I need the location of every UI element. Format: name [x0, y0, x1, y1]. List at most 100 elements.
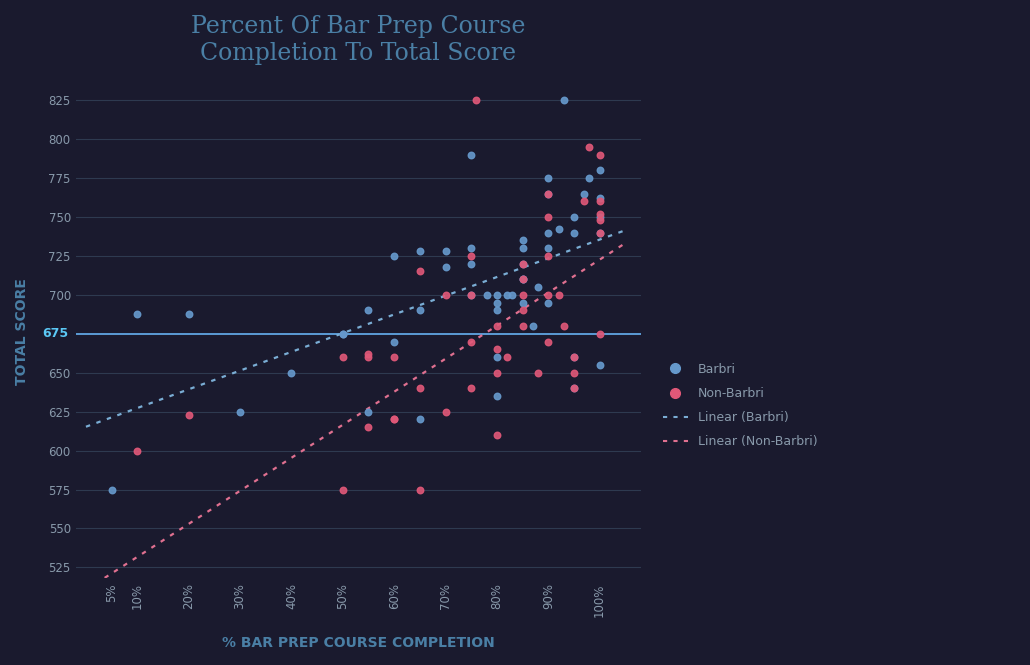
Point — [283, 368, 300, 378]
Point — [412, 305, 428, 316]
Point — [565, 368, 582, 378]
Point — [540, 188, 556, 199]
Point — [565, 211, 582, 222]
Point — [591, 209, 608, 219]
Point — [591, 196, 608, 207]
Point — [565, 352, 582, 362]
Point — [412, 484, 428, 495]
Point — [360, 422, 377, 432]
Point — [438, 406, 454, 417]
Point — [478, 289, 494, 300]
Point — [591, 360, 608, 370]
Point — [529, 368, 546, 378]
Point — [386, 251, 403, 261]
Point — [360, 305, 377, 316]
Point — [581, 142, 597, 152]
Point — [555, 95, 572, 106]
Point — [488, 344, 505, 354]
Point — [591, 227, 608, 238]
Point — [462, 383, 479, 394]
Point — [540, 188, 556, 199]
Point — [129, 446, 145, 456]
Point — [412, 383, 428, 394]
Point — [488, 297, 505, 308]
Point — [514, 289, 530, 300]
Legend: Barbri, Non-Barbri, Linear (Barbri), Linear (Non-Barbri): Barbri, Non-Barbri, Linear (Barbri), Lin… — [653, 352, 827, 458]
Point — [565, 383, 582, 394]
Point — [488, 289, 505, 300]
Point — [591, 150, 608, 160]
X-axis label: % BAR PREP COURSE COMPLETION: % BAR PREP COURSE COMPLETION — [221, 636, 494, 650]
Point — [386, 352, 403, 362]
Point — [386, 414, 403, 425]
Point — [438, 289, 454, 300]
Point — [565, 352, 582, 362]
Point — [488, 305, 505, 316]
Text: 675: 675 — [42, 327, 68, 340]
Title: Percent Of Bar Prep Course
Completion To Total Score: Percent Of Bar Prep Course Completion To… — [191, 15, 525, 65]
Point — [462, 150, 479, 160]
Point — [438, 246, 454, 257]
Point — [514, 305, 530, 316]
Point — [550, 289, 566, 300]
Point — [514, 321, 530, 331]
Point — [462, 243, 479, 253]
Point — [360, 352, 377, 362]
Point — [438, 261, 454, 272]
Point — [565, 383, 582, 394]
Point — [412, 246, 428, 257]
Point — [581, 173, 597, 184]
Point — [555, 321, 572, 331]
Point — [462, 336, 479, 347]
Point — [499, 352, 515, 362]
Point — [103, 484, 119, 495]
Point — [180, 309, 197, 319]
Point — [360, 406, 377, 417]
Point — [462, 289, 479, 300]
Point — [540, 243, 556, 253]
Point — [540, 297, 556, 308]
Point — [514, 274, 530, 285]
Point — [386, 336, 403, 347]
Point — [591, 227, 608, 238]
Point — [412, 414, 428, 425]
Point — [468, 95, 484, 106]
Point — [335, 352, 351, 362]
Y-axis label: TOTAL SCORE: TOTAL SCORE — [15, 278, 29, 385]
Point — [514, 274, 530, 285]
Point — [488, 430, 505, 440]
Point — [386, 414, 403, 425]
Point — [180, 410, 197, 420]
Point — [499, 289, 515, 300]
Point — [591, 193, 608, 203]
Point — [576, 196, 592, 207]
Point — [504, 632, 520, 643]
Point — [514, 259, 530, 269]
Point — [591, 211, 608, 222]
Point — [591, 165, 608, 176]
Point — [514, 235, 530, 245]
Point — [565, 227, 582, 238]
Point — [514, 243, 530, 253]
Point — [591, 215, 608, 225]
Point — [462, 289, 479, 300]
Point — [550, 224, 566, 235]
Point — [514, 259, 530, 269]
Point — [529, 282, 546, 293]
Point — [360, 348, 377, 359]
Point — [488, 321, 505, 331]
Point — [540, 211, 556, 222]
Point — [488, 368, 505, 378]
Point — [488, 391, 505, 402]
Point — [335, 484, 351, 495]
Point — [514, 297, 530, 308]
Point — [462, 251, 479, 261]
Point — [540, 173, 556, 184]
Point — [462, 259, 479, 269]
Point — [591, 329, 608, 339]
Point — [412, 266, 428, 277]
Point — [335, 329, 351, 339]
Point — [335, 329, 351, 339]
Point — [514, 274, 530, 285]
Point — [232, 635, 248, 646]
